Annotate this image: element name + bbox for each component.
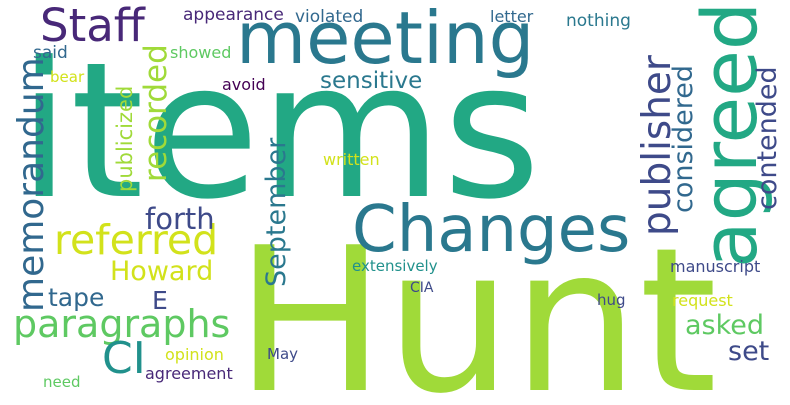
word-agreement: agreement	[145, 364, 233, 383]
word-contended: contended	[752, 66, 783, 210]
word-manuscript: manuscript	[670, 257, 761, 276]
word-set: set	[728, 336, 770, 367]
word-request: request	[672, 291, 733, 310]
word-referred: referred	[54, 216, 219, 264]
word-september: September	[261, 137, 292, 287]
word-tape: tape	[48, 283, 105, 312]
word-nothing: nothing	[566, 11, 631, 31]
word-avoid: avoid	[222, 75, 266, 94]
word-howard: Howard	[110, 256, 214, 287]
word-paragraphs: paragraphs	[13, 302, 231, 346]
word-hug: hug	[597, 291, 626, 309]
word-cia: CIA	[410, 280, 434, 296]
word-may: May	[267, 345, 299, 363]
word-forth: forth	[145, 202, 215, 236]
word-hunt: Hunt	[235, 205, 718, 405]
word-changes: Changes	[352, 193, 631, 267]
word-violated: violated	[295, 7, 364, 27]
word-written: written	[323, 150, 380, 169]
word-need: need	[43, 373, 81, 391]
word-opinion: opinion	[165, 345, 224, 364]
word-recorded: recorded	[138, 44, 174, 182]
word-ci: CI	[102, 333, 146, 384]
word-bear: bear	[50, 68, 85, 86]
word-items: items	[18, 22, 541, 241]
word-extensively: extensively	[352, 257, 438, 275]
word-said: said	[33, 43, 68, 63]
word-memorandum: memorandum	[11, 57, 52, 312]
word-asked: asked	[685, 310, 765, 341]
word-staff: Staff	[40, 0, 145, 52]
word-publicized: publicized	[113, 85, 137, 192]
word-showed: showed	[170, 43, 232, 62]
word-considered: considered	[668, 64, 699, 213]
word-e: E	[152, 286, 168, 315]
word-meeting: meeting	[236, 0, 535, 80]
word-sensitive: sensitive	[320, 68, 423, 94]
word-letter: letter	[490, 7, 534, 26]
word-appearance: appearance	[183, 5, 284, 25]
